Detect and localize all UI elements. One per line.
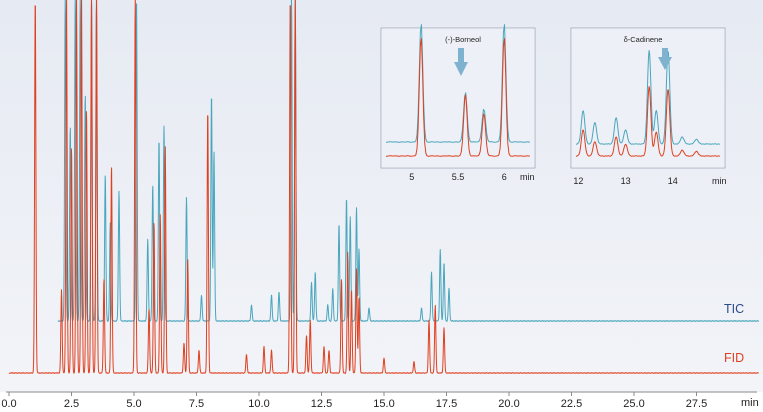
- x-tick-label: 17.5: [436, 398, 457, 410]
- inset-2-x-tick-label: 14: [668, 176, 678, 186]
- inset-1-fid-trace: [385, 38, 531, 157]
- x-tick-label: 10.0: [248, 398, 269, 410]
- inset-1-x-tick-label: 5.5: [452, 172, 465, 182]
- tic-trace-label: TIC: [724, 302, 744, 316]
- inset-2-tic-trace-line: [575, 50, 720, 145]
- inset-borneol-x-ticks: 5 5.5 6: [409, 172, 506, 182]
- inset-cadinene-annotation: δ-Cadinene: [624, 35, 663, 44]
- inset-1-fid-trace-line: [385, 38, 531, 157]
- inset-borneol: (-)-Borneol 5 5.5 6 min: [380, 24, 536, 182]
- x-tick-label: 22.5: [561, 398, 582, 410]
- inset-cadinene-arrow: [658, 48, 672, 70]
- fid-trace-line: [8, 0, 759, 374]
- inset-2-fid-trace-line: [575, 85, 720, 157]
- inset-1-x-tick-label: 6: [502, 172, 507, 182]
- x-axis-ticks: 0.0 2.5 5.0 7.5 10.0 12.5 15.0 17.5 20.0 22.5 25.0…: [1, 392, 707, 410]
- x-axis-unit-label: min: [741, 397, 759, 409]
- fid-trace: [8, 0, 759, 374]
- fid-trace-label: FID: [724, 351, 744, 365]
- x-tick-label: 0.0: [1, 398, 16, 410]
- inset-borneol-annotation: (-)-Borneol: [445, 35, 481, 44]
- inset-borneol-traces: [385, 24, 531, 157]
- x-tick-label: 15.0: [373, 398, 394, 410]
- x-tick-label: 2.5: [64, 398, 79, 410]
- inset-2-x-tick-label: 12: [573, 176, 583, 186]
- x-tick-label: 12.5: [311, 398, 332, 410]
- inset-cadinene-unit: min: [712, 176, 727, 186]
- inset-borneol-unit: min: [520, 172, 535, 182]
- traces-layer: [8, 0, 760, 374]
- inset-2-fid-trace: [575, 85, 720, 157]
- inset-2-x-tick-label: 13: [621, 176, 631, 186]
- tic-trace: [57, 0, 760, 322]
- tic-trace-line: [57, 0, 760, 322]
- x-tick-label: 27.5: [686, 398, 707, 410]
- x-tick-label: 25.0: [623, 398, 644, 410]
- inset-cadinene-x-ticks: 12 13 14: [573, 176, 677, 186]
- x-tick-label: 7.5: [189, 398, 204, 410]
- x-tick-label: 20.0: [498, 398, 519, 410]
- inset-2-tic-trace: [575, 50, 720, 145]
- inset-cadinene-traces: [575, 50, 720, 157]
- inset-cadinene: δ-Cadinene 12 13 14 min: [570, 27, 727, 186]
- x-tick-label: 5.0: [126, 398, 141, 410]
- inset-borneol-arrow: [454, 48, 468, 76]
- inset-1-x-tick-label: 5: [409, 172, 414, 182]
